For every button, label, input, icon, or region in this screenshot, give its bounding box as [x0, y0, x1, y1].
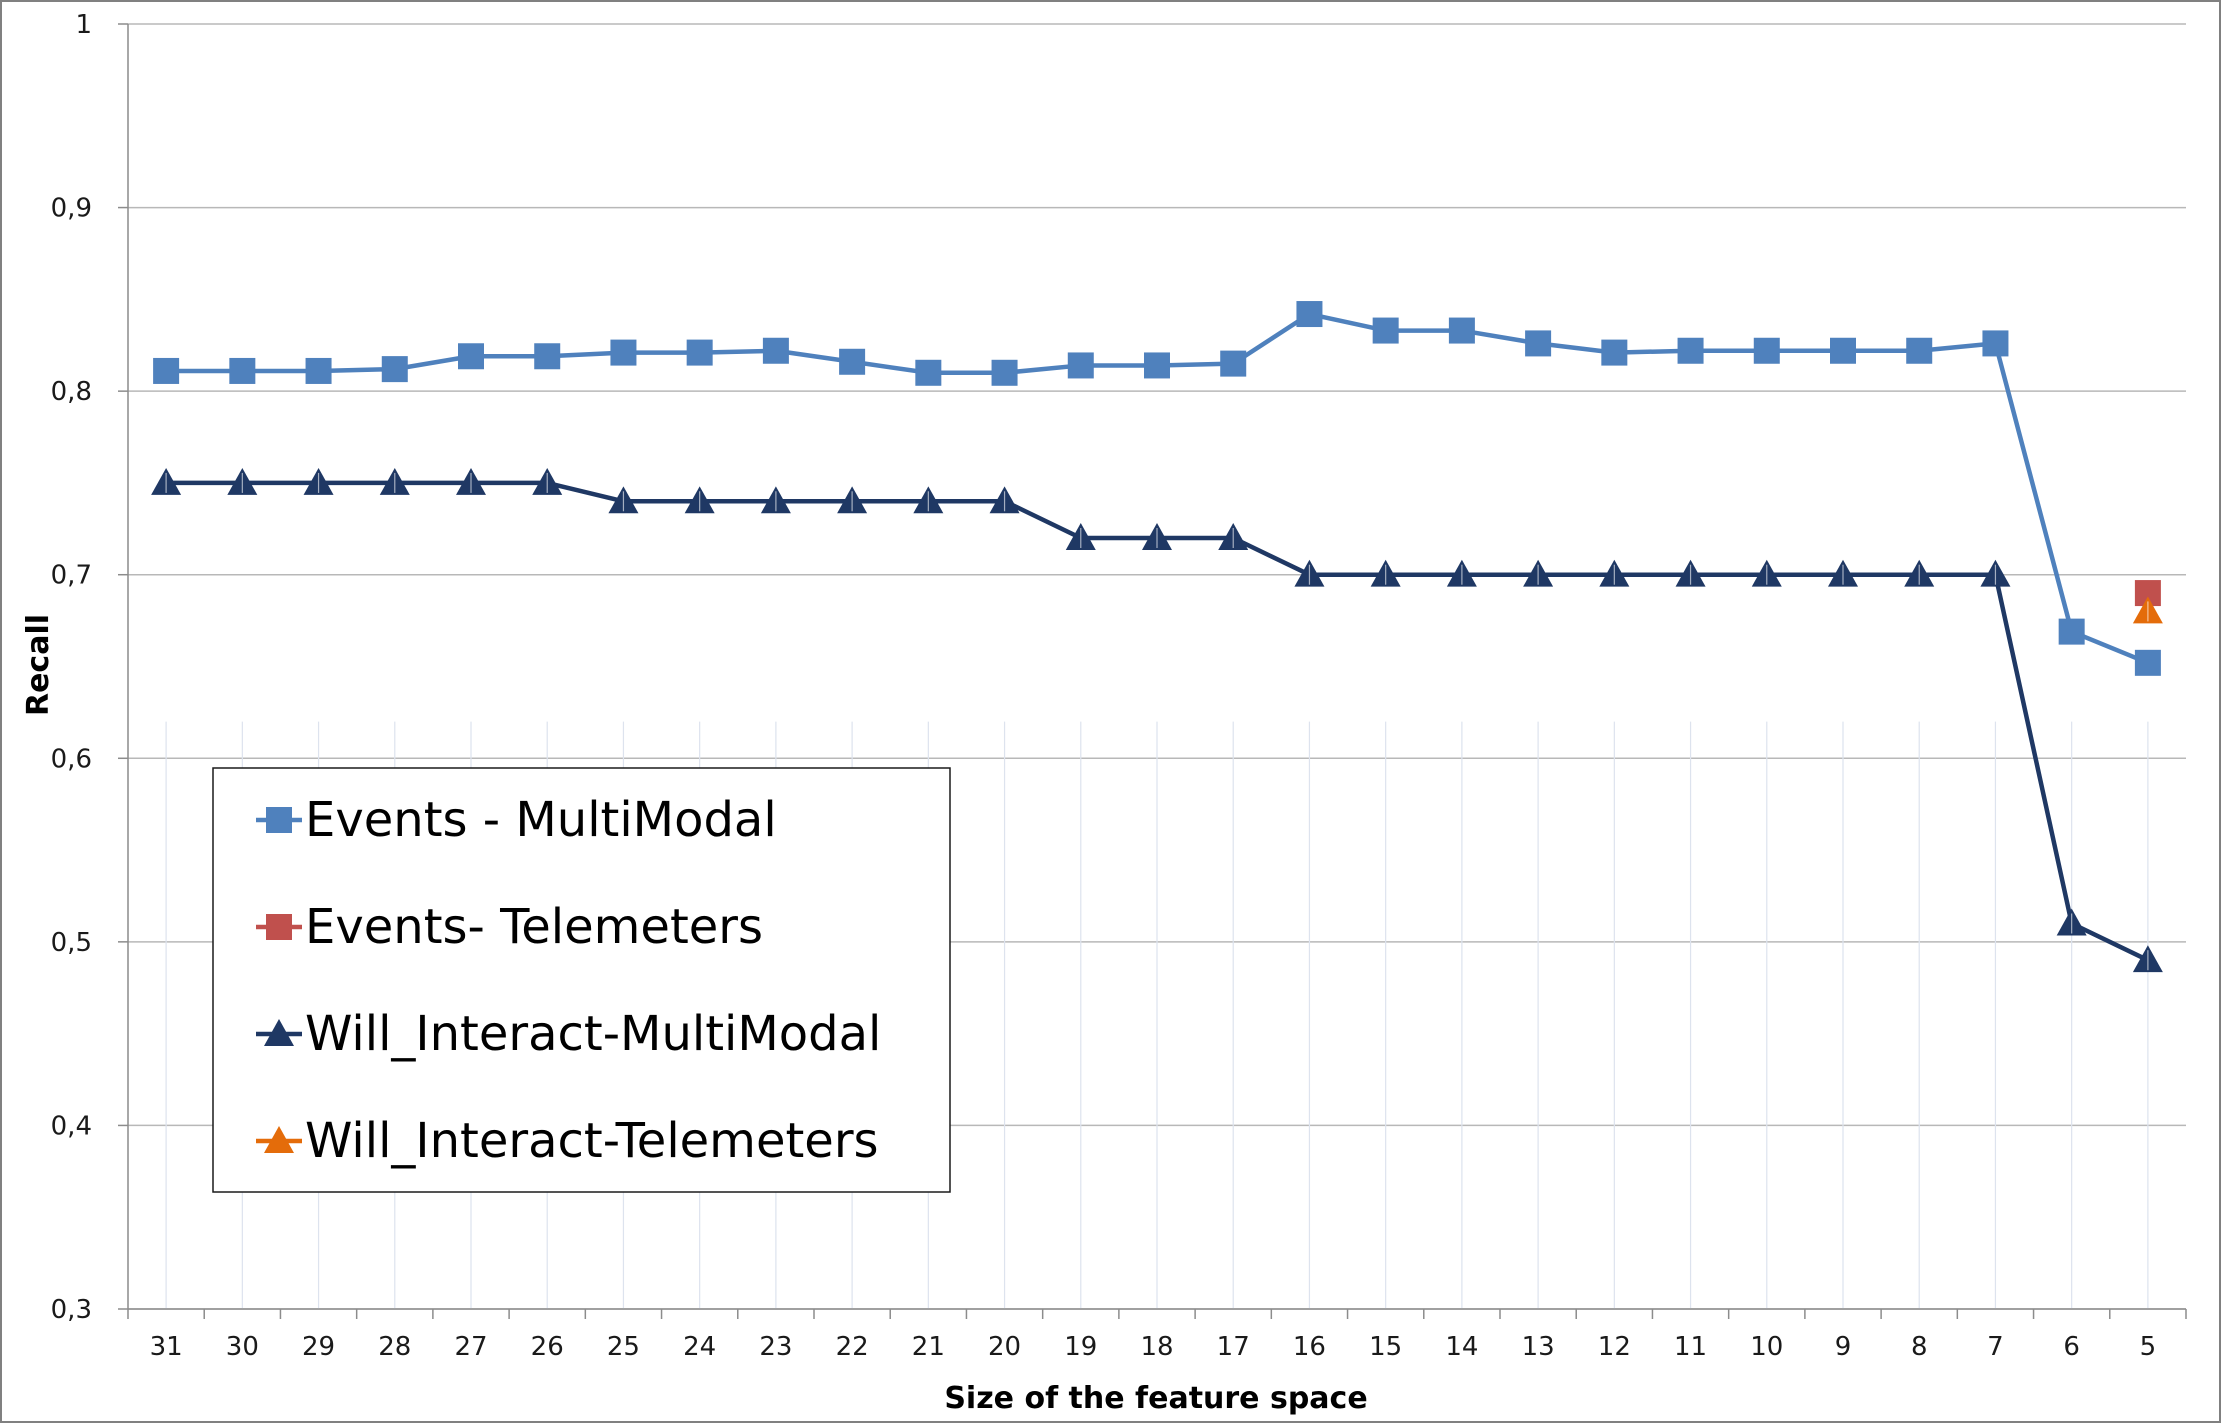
x-tick-label: 17: [1217, 1332, 1250, 1362]
data-point: [1448, 317, 1475, 344]
data-point: [991, 359, 1018, 386]
data-point: [458, 343, 484, 370]
x-tick-label: 7: [1987, 1332, 2004, 1362]
y-tick-label: 0,3: [51, 1295, 92, 1325]
x-tick-label: 21: [912, 1332, 945, 1362]
legend-label: Will_Interact-Telemeters: [305, 1113, 879, 1169]
data-point: [229, 357, 256, 384]
legend-marker: [264, 1019, 294, 1046]
x-tick-label: 9: [1835, 1332, 1852, 1362]
x-tick-label: 24: [683, 1332, 716, 1362]
x-tick-label: 6: [2063, 1332, 2080, 1362]
x-tick-label: 8: [1911, 1332, 1928, 1362]
legend-item: Events - MultiModal: [256, 792, 777, 848]
x-tick-label: 29: [302, 1332, 335, 1362]
x-tick-label: 16: [1293, 1332, 1326, 1362]
data-point: [1067, 352, 1094, 379]
legend-label: Will_Interact-MultiModal: [305, 1006, 881, 1062]
legend-item: Will_Interact-Telemeters: [256, 1113, 879, 1169]
x-axis-title: Size of the feature space: [944, 1381, 1367, 1416]
data-point: [1982, 330, 2009, 357]
x-tick-label: 14: [1445, 1332, 1478, 1362]
data-point: [1906, 337, 1933, 364]
y-axis-title: Recall: [21, 614, 56, 716]
legend-label: Events- Telemeters: [305, 899, 763, 955]
x-tick-label: 22: [836, 1332, 869, 1362]
legend-item: Will_Interact-MultiModal: [256, 1006, 881, 1062]
data-point: [381, 356, 408, 383]
y-tick-label: 0,4: [51, 1111, 92, 1141]
data-point: [1753, 337, 1780, 364]
series-3: [2132, 596, 2163, 624]
data-point: [1830, 337, 1856, 364]
x-tick-label: 20: [988, 1332, 1021, 1362]
y-tick-label: 0,5: [51, 928, 92, 958]
y-tick-label: 1: [75, 10, 92, 40]
data-point: [1372, 317, 1399, 344]
x-tick-label: 26: [531, 1332, 564, 1362]
data-point: [762, 337, 789, 364]
series-2: [151, 467, 2163, 973]
y-tick-label: 0,9: [51, 194, 92, 224]
data-point: [2134, 649, 2161, 676]
legend-box: [212, 767, 951, 1193]
data-point: [534, 343, 561, 370]
data-point: [1525, 330, 1552, 357]
series-0: [153, 301, 2161, 676]
data-point: [1220, 350, 1247, 377]
x-tick-label: 13: [1522, 1332, 1555, 1362]
data-point: [686, 339, 713, 366]
x-tick-label: 5: [2140, 1332, 2157, 1362]
x-tick-label: 15: [1369, 1332, 1402, 1362]
y-tick-label: 0,8: [51, 377, 92, 407]
legend-label: Events - MultiModal: [305, 792, 777, 848]
axes: [118, 23, 2187, 1319]
y-tick-label: 0,7: [51, 561, 92, 591]
x-tick-label: 23: [759, 1332, 792, 1362]
legend-marker: [266, 914, 292, 940]
data-point: [610, 339, 637, 366]
data-point: [1296, 301, 1323, 328]
x-tick-label: 18: [1140, 1332, 1173, 1362]
x-tick-label: 30: [226, 1332, 259, 1362]
x-tick-label: 31: [150, 1332, 183, 1362]
data-point: [305, 357, 332, 384]
data-point: [1144, 352, 1170, 379]
legend-marker: [266, 807, 292, 833]
x-tick-label: 28: [378, 1332, 411, 1362]
y-tick-label: 0,6: [51, 744, 92, 774]
x-tick-label: 19: [1064, 1332, 1097, 1362]
x-tick-label: 10: [1750, 1332, 1783, 1362]
data-point: [1677, 337, 1704, 364]
x-tick-label: 25: [607, 1332, 640, 1362]
x-tick-label: 27: [454, 1332, 487, 1362]
data-point: [2058, 618, 2085, 645]
legend: Events - MultiModal Events- Telemeters Wil…: [212, 767, 951, 1193]
data-point: [153, 357, 180, 384]
legend-marker: [264, 1126, 294, 1153]
x-tick-label: 11: [1674, 1332, 1707, 1362]
data-point: [915, 359, 942, 386]
data-point: [839, 348, 866, 375]
data-point: [1601, 339, 1628, 366]
series-group: [151, 301, 2163, 973]
x-tick-label: 12: [1598, 1332, 1631, 1362]
legend-item: Events- Telemeters: [256, 899, 763, 955]
